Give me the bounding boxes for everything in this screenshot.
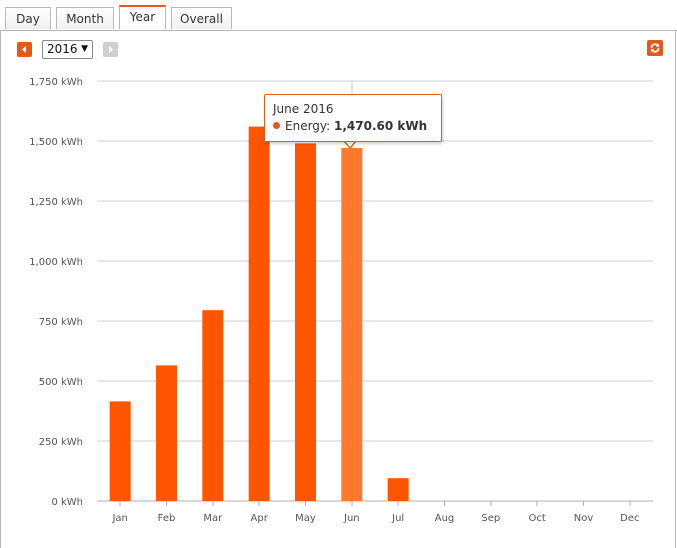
- tab-bar: Day Month Year Overall: [0, 0, 677, 31]
- chart-tooltip: June 2016 Energy: 1,470.60 kWh: [264, 94, 442, 142]
- refresh-button[interactable]: [647, 40, 663, 56]
- caret-right-icon: [109, 46, 113, 53]
- tab-month[interactable]: Month: [56, 7, 114, 29]
- year-select[interactable]: 2016 ▼: [42, 40, 93, 59]
- next-year-button[interactable]: [103, 42, 118, 57]
- caret-left-icon: [22, 46, 26, 53]
- tooltip-row: Energy: 1,470.60 kWh: [273, 119, 427, 133]
- chart-panel: [0, 30, 676, 548]
- tab-day[interactable]: Day: [5, 7, 51, 29]
- tab-overall[interactable]: Overall: [171, 7, 232, 29]
- tooltip-pointer-inner: [344, 140, 356, 147]
- previous-year-button[interactable]: [17, 42, 32, 57]
- tooltip-series-label: Energy:: [285, 119, 331, 133]
- year-select-value: 2016: [47, 42, 78, 56]
- series-dot-icon: [273, 122, 280, 129]
- tooltip-title: June 2016: [273, 102, 334, 116]
- refresh-icon: [650, 43, 660, 53]
- tooltip-value: 1,470.60 kWh: [334, 119, 428, 133]
- chevron-down-icon: ▼: [81, 44, 88, 54]
- tab-year[interactable]: Year: [119, 5, 166, 29]
